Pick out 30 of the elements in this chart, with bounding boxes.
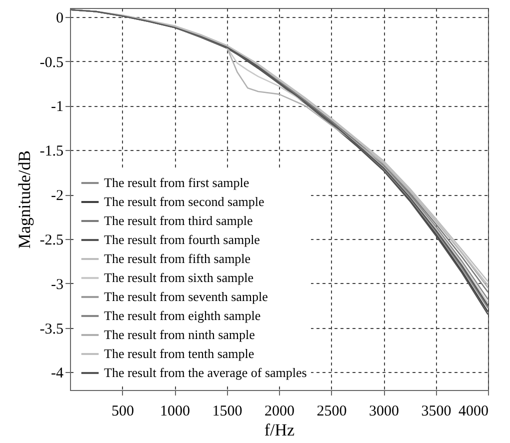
- legend-label: The result from seventh sample: [104, 289, 268, 304]
- x-tick-label: 1500: [212, 404, 242, 420]
- legend-label: The result from sixth sample: [104, 270, 254, 285]
- x-axis-title: f/Hz: [264, 420, 296, 440]
- y-tick-label: -2.5: [40, 232, 64, 248]
- x-tick-label: 3000: [369, 404, 399, 420]
- y-tick-label: -2: [51, 188, 64, 204]
- legend-label: The result from the average of samples: [104, 365, 307, 380]
- y-tick-label: -3: [51, 276, 64, 293]
- legend-label: The result from tenth sample: [104, 346, 254, 361]
- x-tick-label: 2500: [316, 404, 347, 420]
- legend-label: The result from eighth sample: [104, 308, 261, 323]
- y-tick-label: -4: [51, 366, 64, 382]
- legend-label: The result from second sample: [104, 194, 265, 209]
- y-tick-label: 0: [56, 10, 64, 26]
- x-tick-label: 2000: [264, 404, 294, 420]
- x-tick-label: 1000: [160, 404, 190, 420]
- y-tick-label: -1: [51, 99, 64, 116]
- legend-label: The result from first sample: [104, 175, 250, 190]
- legend-label: The result from ninth sample: [104, 327, 256, 342]
- y-tick-label: -1.5: [40, 144, 64, 160]
- legend-label: The result from fifth sample: [104, 251, 251, 266]
- legend-label: The result from third sample: [104, 213, 253, 228]
- y-axis-title: Magnitude/dB: [14, 150, 34, 249]
- y-tick-label: -0.5: [40, 54, 64, 71]
- x-tick-label: 4000: [458, 404, 488, 420]
- y-tick-label: -3.5: [40, 321, 64, 338]
- x-tick-label: 3500: [421, 404, 452, 420]
- x-tick-label: 500: [112, 404, 134, 420]
- legend-label: The result from fourth sample: [104, 232, 260, 247]
